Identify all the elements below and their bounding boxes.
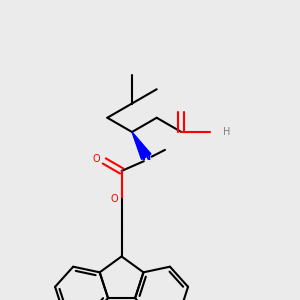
Text: O: O — [92, 154, 100, 164]
Text: H: H — [223, 127, 230, 137]
Text: O: O — [111, 194, 118, 204]
Text: N: N — [142, 152, 151, 162]
Polygon shape — [132, 132, 151, 159]
